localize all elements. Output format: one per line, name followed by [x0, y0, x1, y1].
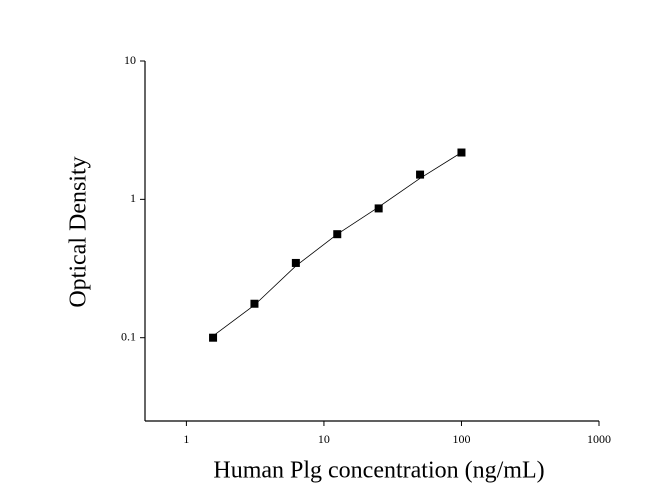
y-axis-title: Optical Density: [66, 156, 92, 307]
y-tick-label: 0.1: [121, 329, 136, 343]
x-tick-label: 1: [183, 432, 189, 446]
data-point: [333, 230, 342, 239]
x-tick-label: 1000: [587, 432, 611, 446]
y-tick-label: 1: [130, 191, 136, 205]
data-point: [209, 333, 218, 342]
x-tick-label: 10: [318, 432, 330, 446]
x-axis-title: Human Plg concentration (ng/mL): [213, 458, 544, 484]
x-tick-label: 100: [452, 432, 470, 446]
data-point: [457, 148, 466, 157]
data-point: [416, 170, 425, 179]
data-point: [250, 299, 259, 308]
fit-line: [212, 152, 462, 337]
y-tick-label: 10: [124, 53, 136, 67]
data-point: [291, 258, 300, 267]
data-point: [374, 204, 383, 213]
